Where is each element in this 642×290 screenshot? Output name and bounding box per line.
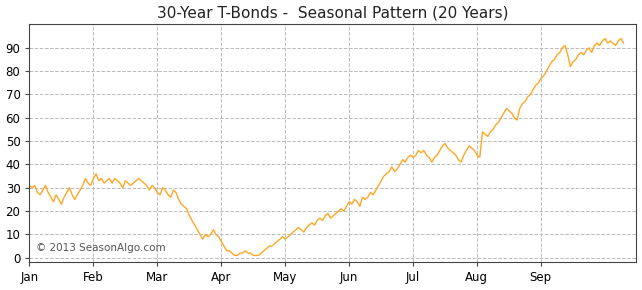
Text: © 2013 SeasonAlgo.com: © 2013 SeasonAlgo.com (35, 243, 165, 253)
Title: 30-Year T-Bonds -  Seasonal Pattern (20 Years): 30-Year T-Bonds - Seasonal Pattern (20 Y… (157, 6, 508, 21)
